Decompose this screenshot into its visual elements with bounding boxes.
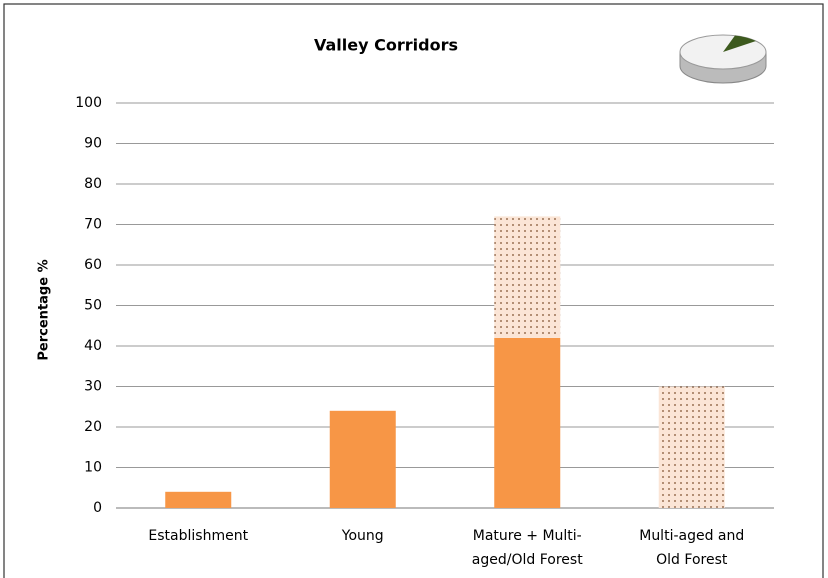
y-tick-label: 70 [84, 217, 102, 233]
pie-icon [679, 34, 767, 84]
x-tick-label: Young [341, 528, 384, 544]
x-tick-label: Old Forest [656, 552, 728, 568]
y-axis-label: Percentage % [37, 259, 52, 360]
y-tick-label: 60 [84, 257, 102, 273]
y-tick-label: 90 [84, 136, 102, 152]
y-tick-label: 40 [84, 338, 102, 354]
x-tick-label: Multi-aged and [639, 528, 744, 544]
chart-title: Valley Corridors [314, 36, 458, 55]
y-tick-label: 30 [84, 379, 102, 395]
y-tick-label: 20 [84, 419, 102, 435]
y-tick-label: 100 [75, 95, 102, 111]
y-tick-label: 50 [84, 298, 102, 314]
bar-segment [494, 216, 561, 338]
bar-segment [165, 491, 232, 508]
y-tick-label: 10 [84, 460, 102, 476]
y-tick-label: 80 [84, 176, 102, 192]
y-tick-label: 0 [93, 500, 102, 516]
x-tick-label: Mature + Multi- [473, 528, 582, 544]
bar-segment [329, 410, 396, 508]
bar-segment [658, 386, 725, 508]
x-tick-label: Establishment [148, 528, 248, 544]
x-tick-label: aged/Old Forest [472, 552, 583, 568]
bar-segment [494, 337, 561, 508]
